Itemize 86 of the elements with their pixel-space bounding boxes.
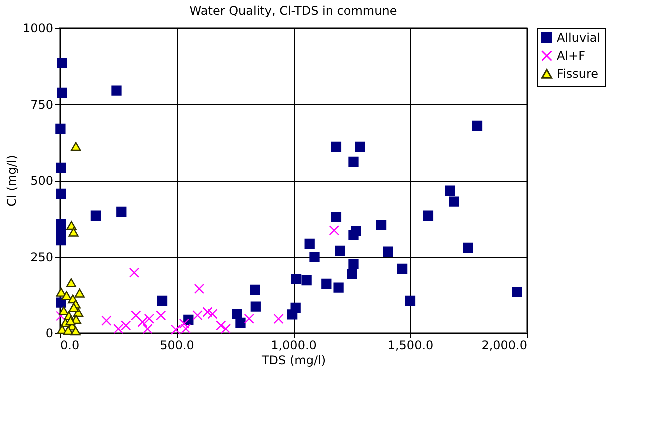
point	[232, 309, 242, 320]
point	[68, 303, 80, 312]
x-tick-label: 1,500.0	[388, 338, 434, 352]
point	[302, 275, 312, 286]
y-axis-title: Cl (mg/l)	[4, 155, 19, 207]
legend-label: Al+F	[557, 49, 586, 63]
point	[156, 310, 166, 321]
point	[144, 314, 154, 324]
point	[236, 318, 246, 328]
point	[202, 307, 213, 318]
point	[56, 288, 66, 297]
x-tick-label: 1,000.0	[271, 338, 317, 352]
point	[472, 120, 483, 131]
point	[114, 324, 124, 334]
point	[355, 142, 366, 152]
point	[449, 196, 460, 207]
point	[129, 268, 140, 278]
point	[74, 288, 85, 298]
point	[57, 58, 68, 68]
y-tick-label: 750	[30, 98, 54, 112]
point	[445, 186, 456, 196]
point	[138, 317, 148, 328]
point	[66, 278, 77, 288]
point	[56, 124, 66, 134]
point	[179, 318, 190, 329]
point	[274, 314, 284, 324]
point	[56, 188, 66, 199]
point	[192, 310, 203, 321]
point	[116, 206, 127, 217]
legend-label: Fissure	[557, 67, 599, 81]
point	[348, 230, 359, 240]
point	[334, 282, 344, 293]
y-tick-label: 500	[30, 174, 54, 188]
chart-title: Water Quality, Cl-TDS in commune	[190, 4, 398, 18]
point	[335, 246, 346, 256]
point	[57, 88, 68, 98]
point	[112, 86, 122, 96]
point	[216, 320, 226, 331]
point	[66, 316, 76, 326]
point	[244, 314, 254, 324]
point	[397, 264, 408, 274]
point	[220, 324, 232, 334]
point	[348, 156, 359, 167]
point	[463, 242, 474, 253]
point	[512, 287, 522, 298]
point	[194, 284, 204, 294]
x-tick-label: 2,000.0	[482, 338, 528, 352]
legend-label: Alluvial	[557, 31, 601, 45]
point	[250, 284, 260, 296]
point	[58, 306, 70, 316]
y-tick-label: 0	[46, 326, 54, 340]
point	[348, 259, 359, 270]
point	[383, 246, 394, 257]
point	[331, 142, 342, 152]
y-tick-label: 1000	[22, 22, 54, 36]
point	[304, 238, 315, 250]
point	[66, 221, 77, 230]
point	[142, 324, 153, 334]
y-tick-label: 250	[30, 250, 54, 264]
point	[121, 320, 132, 331]
point	[322, 278, 332, 289]
point	[102, 316, 112, 326]
point	[329, 225, 340, 236]
point	[63, 326, 74, 336]
point	[68, 228, 79, 237]
point	[56, 236, 66, 246]
x-axis-title: TDS (mg/l)	[260, 354, 326, 368]
point	[157, 296, 168, 306]
point	[90, 210, 102, 221]
point	[70, 326, 81, 336]
point	[310, 252, 320, 262]
point	[405, 296, 416, 306]
x-tick-label: 0.0	[60, 338, 80, 352]
point	[290, 302, 301, 314]
x-tick-label: 500.0	[160, 338, 194, 352]
point	[291, 274, 302, 284]
point	[376, 220, 387, 230]
point	[56, 162, 66, 174]
point	[331, 212, 342, 222]
point	[423, 210, 434, 221]
point	[71, 142, 82, 152]
point	[208, 309, 218, 320]
point	[131, 310, 142, 321]
point	[62, 291, 72, 300]
point	[347, 269, 358, 280]
point	[250, 302, 261, 312]
